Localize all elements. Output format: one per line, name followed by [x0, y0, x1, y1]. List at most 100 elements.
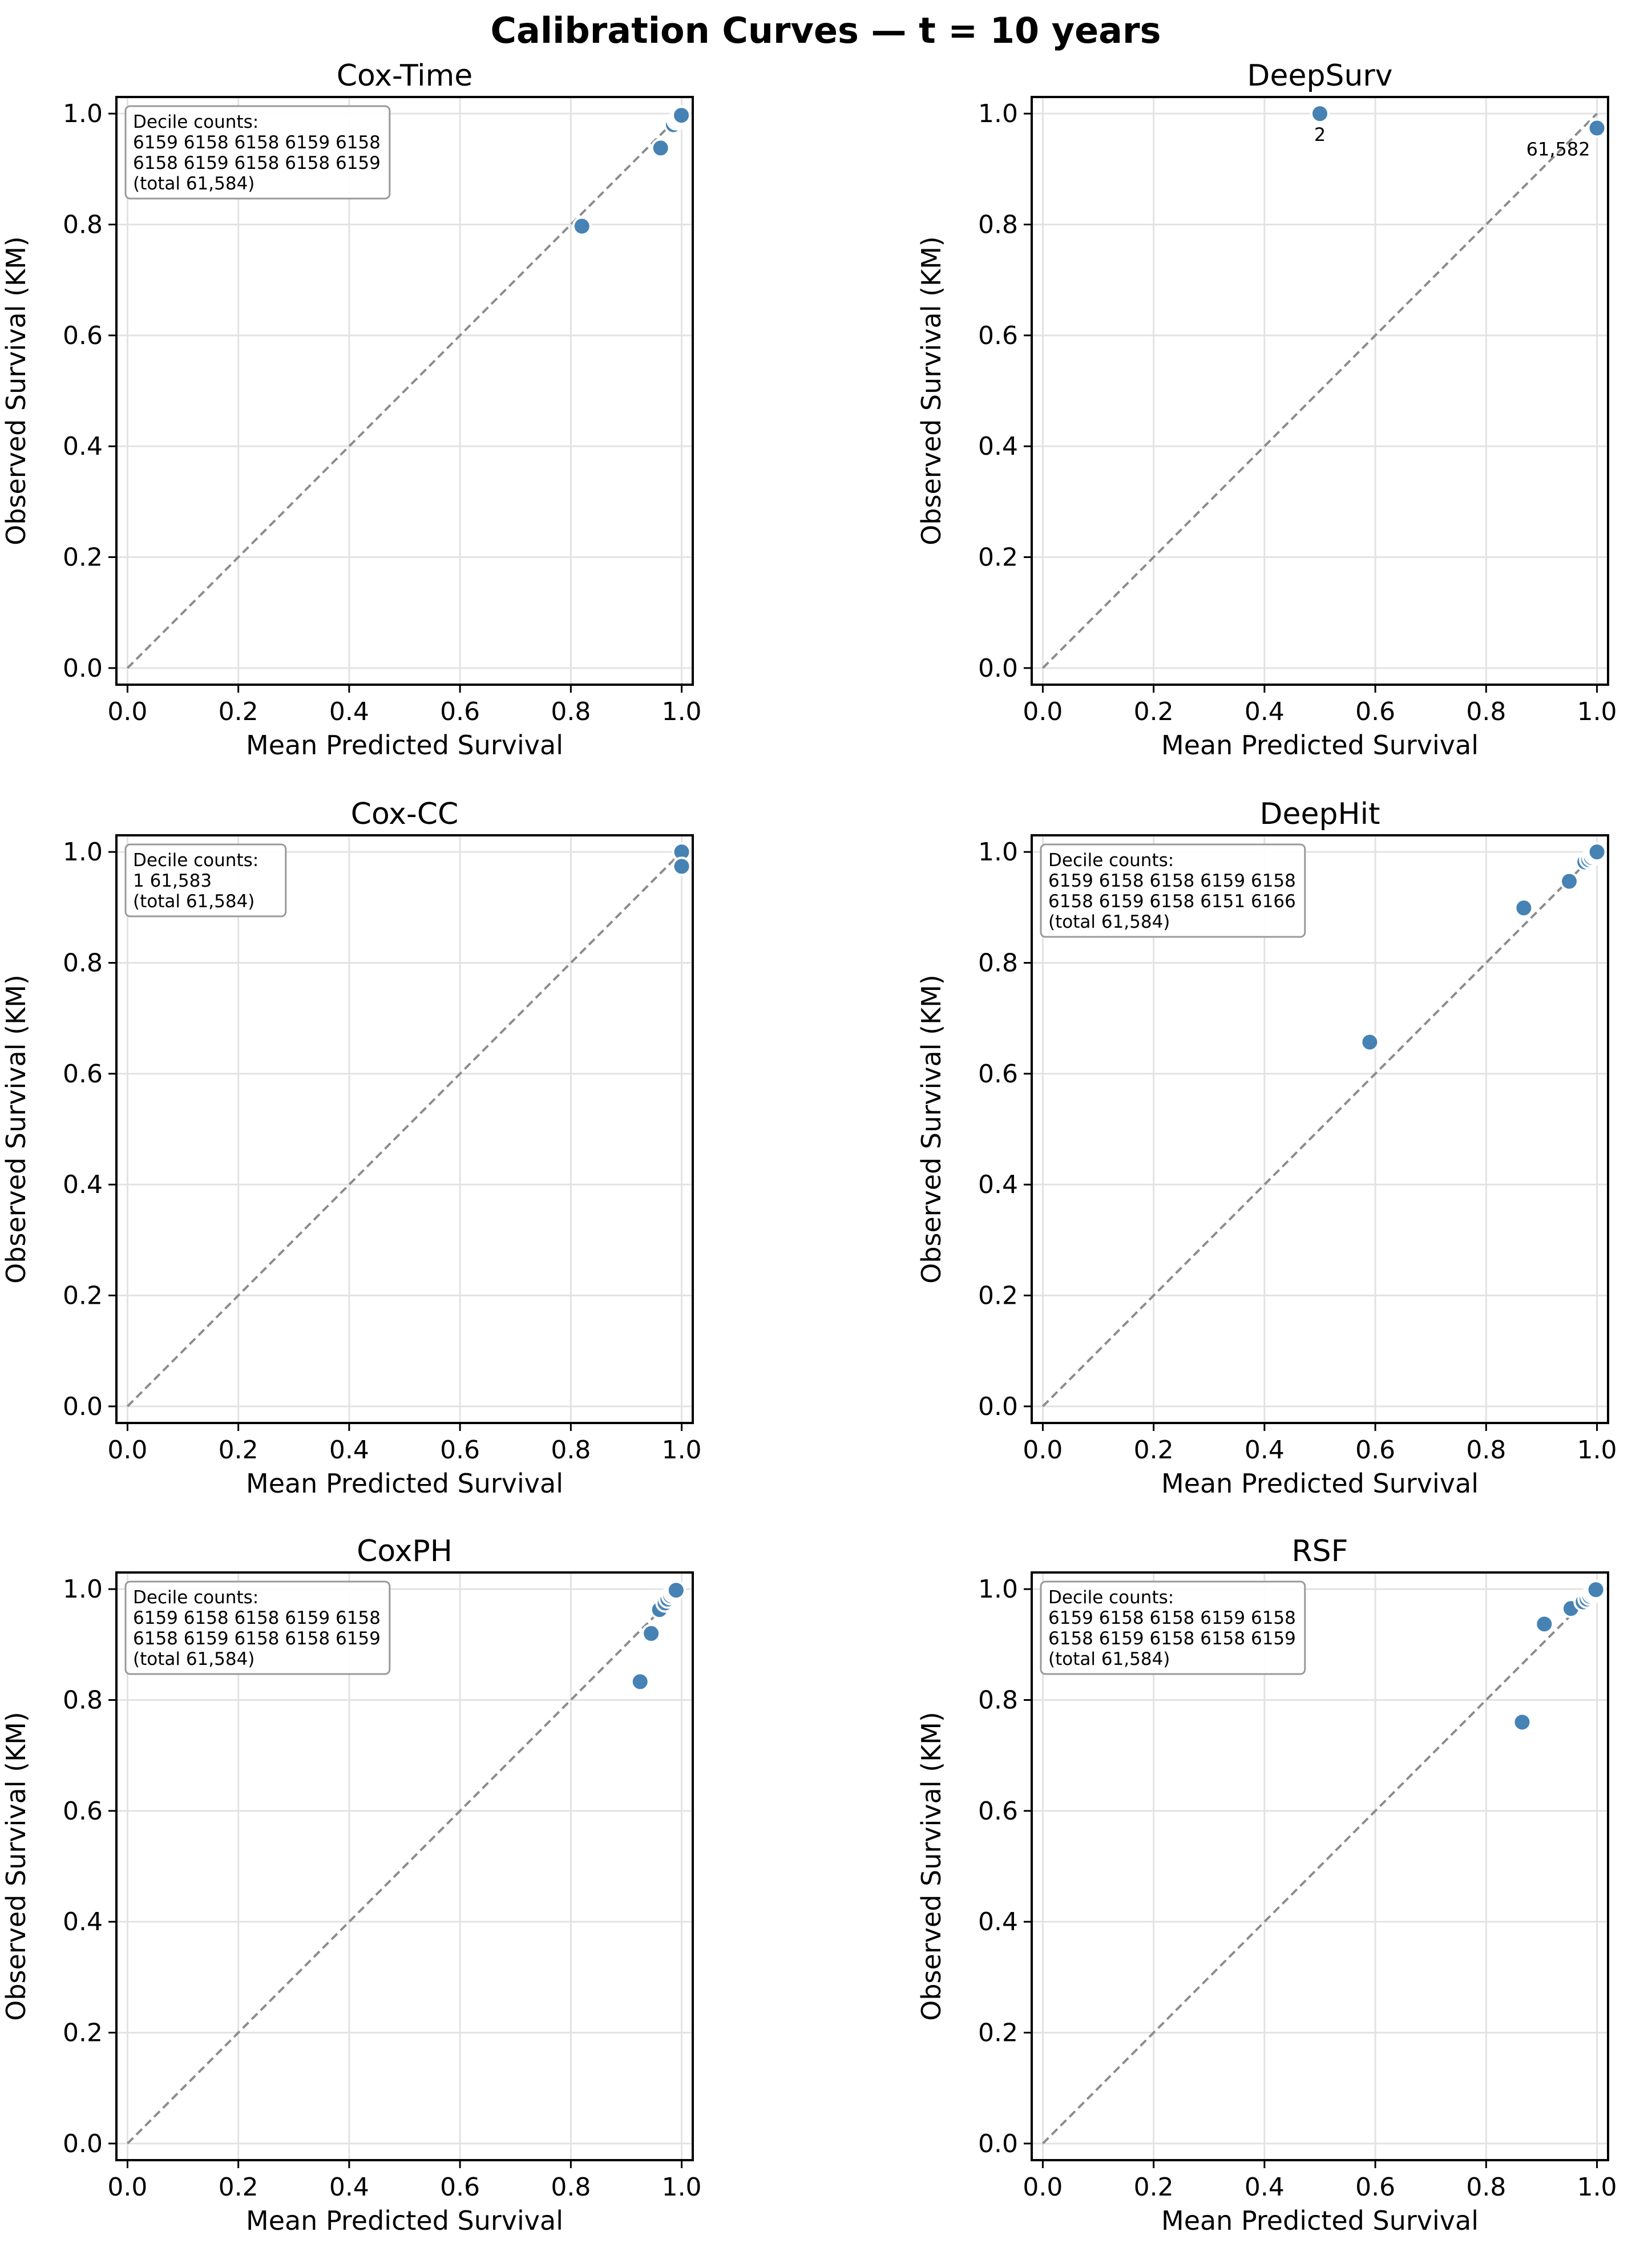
- x-tick-label: 0.6: [1355, 697, 1395, 726]
- y-tick-label: 0.8: [978, 210, 1018, 239]
- decile-counts-line: 6159 6158 6158 6159 6158: [133, 1608, 381, 1628]
- y-tick-label: 1.0: [63, 838, 103, 867]
- y-tick-label: 0.0: [63, 2129, 103, 2158]
- calibration-point: [1360, 1032, 1380, 1052]
- calibration-point: [1512, 1712, 1532, 1732]
- y-axis-label: Observed Survival (KM): [916, 1712, 947, 2021]
- x-tick-label: 0.0: [1023, 697, 1063, 726]
- perfect-calibration-line: [127, 851, 682, 1408]
- x-tick-label: 0.8: [551, 1436, 591, 1465]
- x-tick-label: 0.2: [1134, 1436, 1174, 1465]
- decile-counts-line: 6159 6158 6158 6159 6158: [1048, 871, 1296, 891]
- point-count-label: 61,582: [1526, 138, 1590, 160]
- subplot-title: DeepHit: [1260, 797, 1380, 831]
- decile-counts-line: (total 61,584): [133, 1649, 255, 1669]
- subplot-title: Cox-Time: [337, 59, 473, 93]
- axes-frame: [115, 96, 694, 686]
- x-tick-label: 0.6: [440, 1436, 480, 1465]
- x-tick-label: 0.0: [107, 2173, 147, 2202]
- decile-counts-line: (total 61,584): [133, 173, 255, 194]
- y-tick-label: 0.4: [63, 432, 103, 461]
- x-axis-label: Mean Predicted Survival: [1161, 730, 1479, 761]
- axes-frame: [1031, 1571, 1609, 2161]
- y-tick-label: 0.2: [63, 2019, 103, 2048]
- calibration-point: [672, 106, 692, 126]
- x-tick-label: 0.6: [440, 697, 480, 726]
- calibration-point: [1587, 118, 1607, 138]
- axes-frame: [115, 1571, 694, 2161]
- y-tick-label: 0.8: [978, 948, 1018, 977]
- x-axis-label: Mean Predicted Survival: [1161, 1468, 1479, 1499]
- perfect-calibration-line: [127, 1588, 682, 2145]
- decile-counts-line: 6158 6159 6158 6158 6159: [133, 153, 381, 173]
- y-tick-label: 0.0: [63, 1392, 103, 1421]
- y-axis-label: Observed Survival (KM): [916, 236, 947, 545]
- subplot-rsf: 0.0 0.2 0.4 0.6 0.8 1.0 0.0 0.2 0.4 0.6 0.8 1.0 Deci…: [916, 1534, 1617, 2236]
- decile-counts-line: (total 61,584): [1048, 1649, 1170, 1669]
- x-tick-label: 0.6: [1355, 2173, 1395, 2202]
- y-tick-label: 0.0: [63, 654, 103, 683]
- decile-counts-line: 6158 6159 6158 6158 6159: [133, 1628, 381, 1649]
- calibration-point: [641, 1623, 661, 1643]
- y-tick-label: 0.6: [63, 321, 103, 350]
- y-tick-label: 0.2: [978, 1281, 1018, 1311]
- y-tick-label: 1.0: [978, 1575, 1018, 1604]
- decile-counts-line: 6158 6159 6158 6151 6166: [1048, 891, 1296, 912]
- y-tick-label: 0.8: [63, 1685, 103, 1715]
- decile-counts-line: Decile counts:: [133, 112, 258, 132]
- calibration-point: [630, 1672, 650, 1692]
- decile-counts-line: (total 61,584): [133, 891, 255, 912]
- y-axis-label: Observed Survival (KM): [916, 975, 947, 1284]
- point-count-label: 2: [1314, 124, 1326, 145]
- x-tick-label: 0.8: [1466, 697, 1506, 726]
- figure-title: Calibration Curves — t = 10 years: [490, 10, 1161, 51]
- y-tick-label: 1.0: [63, 99, 103, 128]
- x-tick-label: 0.6: [440, 2173, 480, 2202]
- y-tick-label: 0.6: [978, 321, 1018, 350]
- calibration-point: [1534, 1614, 1554, 1634]
- perfect-calibration-line: [127, 112, 682, 669]
- subplot-coxph: 0.0 0.2 0.4 0.6 0.8 1.0 0.0 0.2 0.4 0.6 0.8 1.0 Deci…: [1, 1534, 702, 2236]
- perfect-calibration-line: [1042, 112, 1598, 669]
- decile-counts-box: [1040, 1580, 1306, 1675]
- x-tick-label: 0.8: [551, 2173, 591, 2202]
- subplot-cox-time: 0.0 0.2 0.4 0.6 0.8 1.0 0.0 0.2 0.4 0.6 0.8 1.0 Deci…: [1, 59, 702, 761]
- y-tick-label: 0.6: [63, 1060, 103, 1089]
- y-tick-label: 0.8: [63, 210, 103, 239]
- x-tick-label: 0.2: [219, 1436, 258, 1465]
- subplot-deephit: 0.0 0.2 0.4 0.6 0.8 1.0 0.0 0.2 0.4 0.6 0.8 1.0 Deci…: [916, 797, 1617, 1499]
- x-tick-label: 1.0: [1577, 697, 1617, 726]
- y-axis-label: Observed Survival (KM): [1, 975, 31, 1284]
- y-tick-label: 0.8: [63, 948, 103, 977]
- x-tick-label: 0.0: [1023, 1436, 1063, 1465]
- decile-counts-box: [124, 1580, 391, 1675]
- x-tick-label: 0.4: [329, 697, 369, 726]
- x-tick-label: 0.2: [219, 697, 258, 726]
- calibration-point: [1560, 871, 1580, 891]
- calibration-point: [1310, 104, 1330, 124]
- calibration-point: [1586, 1580, 1606, 1600]
- axes-frame: [1031, 834, 1609, 1424]
- y-tick-label: 1.0: [978, 99, 1018, 128]
- x-tick-label: 0.0: [107, 1436, 147, 1465]
- x-tick-label: 0.4: [329, 2173, 369, 2202]
- x-axis-label: Mean Predicted Survival: [246, 1468, 563, 1499]
- x-tick-label: 1.0: [662, 1436, 702, 1465]
- calibration-point: [1514, 898, 1534, 918]
- y-tick-label: 0.4: [978, 1907, 1018, 1936]
- x-axis-label: Mean Predicted Survival: [1161, 2205, 1479, 2236]
- x-tick-label: 1.0: [1577, 2173, 1617, 2202]
- decile-counts-line: Decile counts:: [133, 1587, 258, 1608]
- y-tick-label: 0.0: [978, 2129, 1018, 2158]
- x-tick-label: 0.8: [1466, 1436, 1506, 1465]
- y-tick-label: 0.0: [978, 654, 1018, 683]
- decile-counts-line: (total 61,584): [1048, 912, 1170, 932]
- subplot-title: DeepSurv: [1247, 59, 1392, 93]
- y-tick-label: 0.4: [978, 1170, 1018, 1199]
- decile-counts-line: 6159 6158 6158 6159 6158: [1048, 1608, 1296, 1628]
- decile-counts-line: Decile counts:: [1048, 1587, 1174, 1608]
- y-tick-label: 0.0: [978, 1392, 1018, 1421]
- x-tick-label: 0.4: [329, 1436, 369, 1465]
- y-tick-label: 0.6: [63, 1797, 103, 1826]
- subplot-title: Cox-CC: [351, 797, 459, 831]
